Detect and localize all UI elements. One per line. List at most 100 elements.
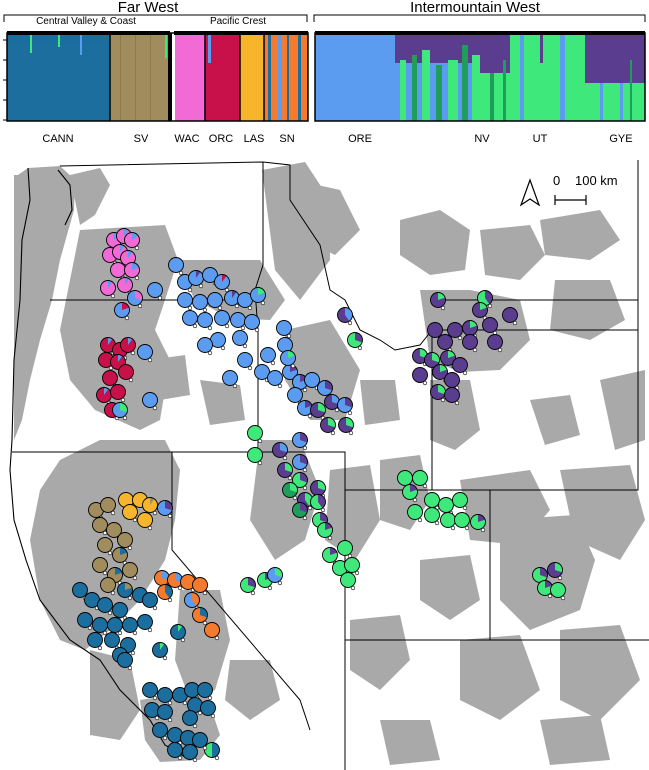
pie-slice-minor	[332, 394, 340, 405]
pie-outline	[147, 282, 163, 298]
site-point	[110, 293, 116, 299]
pie-outline	[338, 417, 354, 433]
sample-pie-marker	[182, 710, 198, 729]
bar-sv	[110, 33, 170, 121]
site-point	[110, 590, 116, 596]
pop-label-cann: CANN	[42, 133, 73, 145]
pie-slice-major	[200, 700, 216, 716]
pie-outline	[97, 537, 113, 553]
pie-slice-major	[192, 732, 208, 748]
sample-pie-marker	[97, 597, 113, 616]
sample-pie-marker	[272, 442, 288, 461]
site-point	[330, 430, 336, 436]
sample-pie-marker	[112, 547, 128, 566]
pie-outline	[470, 514, 486, 530]
pie-slice-major	[340, 572, 356, 588]
pie-slice-major	[260, 347, 276, 363]
sample-pie-marker	[282, 482, 298, 501]
pie-slice-minor	[222, 274, 227, 282]
pie-outline	[112, 547, 128, 563]
pie-slice-major	[407, 504, 423, 520]
site-point	[260, 300, 266, 306]
pie-slice-minor	[318, 480, 326, 491]
pie-outline	[157, 500, 173, 516]
site-point	[462, 370, 468, 376]
pie-slice-major	[142, 392, 158, 408]
site-point	[417, 517, 423, 523]
pie-slice-major	[104, 632, 120, 648]
site-point	[217, 305, 223, 311]
pie-outline	[118, 364, 134, 380]
sample-pie-marker	[280, 350, 296, 369]
pie-slice-minor	[470, 320, 478, 328]
site-point	[354, 570, 360, 576]
sample-pie-marker	[547, 562, 563, 581]
pie-outline	[427, 322, 443, 338]
sample-pie-marker	[412, 367, 428, 386]
pie-outline	[247, 447, 263, 463]
site-point	[180, 637, 186, 643]
pie-outline	[92, 557, 108, 573]
pie-slice-major	[180, 574, 196, 590]
site-point	[147, 627, 153, 633]
sample-pie-marker	[440, 512, 456, 531]
sample-pie-marker	[347, 332, 363, 351]
sample-pie-marker	[224, 290, 240, 309]
pie-slice-minor	[545, 580, 553, 588]
pie-slice-minor	[200, 607, 208, 618]
sample-pie-marker	[122, 617, 138, 636]
pie-slice-major	[77, 612, 93, 628]
pie-slice-minor	[540, 567, 548, 578]
pie-slice-major	[332, 560, 348, 576]
pie-outline	[340, 572, 356, 588]
site-point	[192, 323, 198, 329]
pie-slice-major	[152, 722, 168, 738]
site-point	[557, 575, 563, 581]
site-point	[152, 405, 158, 411]
site-point	[267, 585, 273, 591]
sample-pie-marker	[337, 397, 353, 416]
site-point	[177, 585, 183, 591]
pie-slice-major	[502, 307, 518, 323]
site-point	[152, 605, 158, 611]
pie-outline	[100, 497, 116, 513]
pie-outline	[204, 622, 220, 638]
site-point	[454, 400, 460, 406]
pie-outline	[184, 592, 200, 608]
site-point	[130, 650, 136, 656]
pie-slice-minor	[478, 514, 486, 522]
sample-pie-marker	[147, 282, 163, 301]
pie-slice-major	[444, 372, 460, 388]
pie-slice-minor	[438, 384, 446, 395]
pie-slice-major	[452, 357, 468, 373]
site-point	[334, 407, 340, 413]
pie-slice-major	[204, 622, 220, 638]
site-point	[277, 580, 283, 586]
sample-pie-marker	[204, 622, 220, 641]
pie-outline	[117, 582, 133, 598]
pie-slice-minor	[125, 582, 133, 590]
site-point	[277, 383, 283, 389]
puget-sound	[57, 169, 73, 226]
sample-pie-marker	[222, 370, 238, 389]
pie-outline	[197, 337, 213, 353]
sample-pie-marker	[142, 592, 158, 611]
pie-slice-minor	[128, 337, 133, 345]
sample-pie-marker	[452, 357, 468, 376]
pie-outline	[207, 292, 223, 308]
site-point	[307, 413, 313, 419]
pie-outline	[267, 567, 283, 583]
pie-slice-minor	[192, 592, 200, 607]
sample-pie-marker	[117, 582, 133, 601]
sample-pie-marker	[184, 592, 200, 611]
pie-slice-minor	[232, 290, 237, 298]
pie-outline	[337, 397, 353, 413]
pie-outline	[320, 417, 336, 433]
sample-pie-marker	[438, 497, 454, 516]
site-point	[134, 245, 140, 251]
pie-slice-minor	[345, 397, 353, 408]
sample-pie-marker	[472, 302, 488, 321]
site-point	[107, 550, 113, 556]
pie-slice-minor	[104, 387, 109, 395]
sample-pie-marker	[117, 532, 133, 551]
